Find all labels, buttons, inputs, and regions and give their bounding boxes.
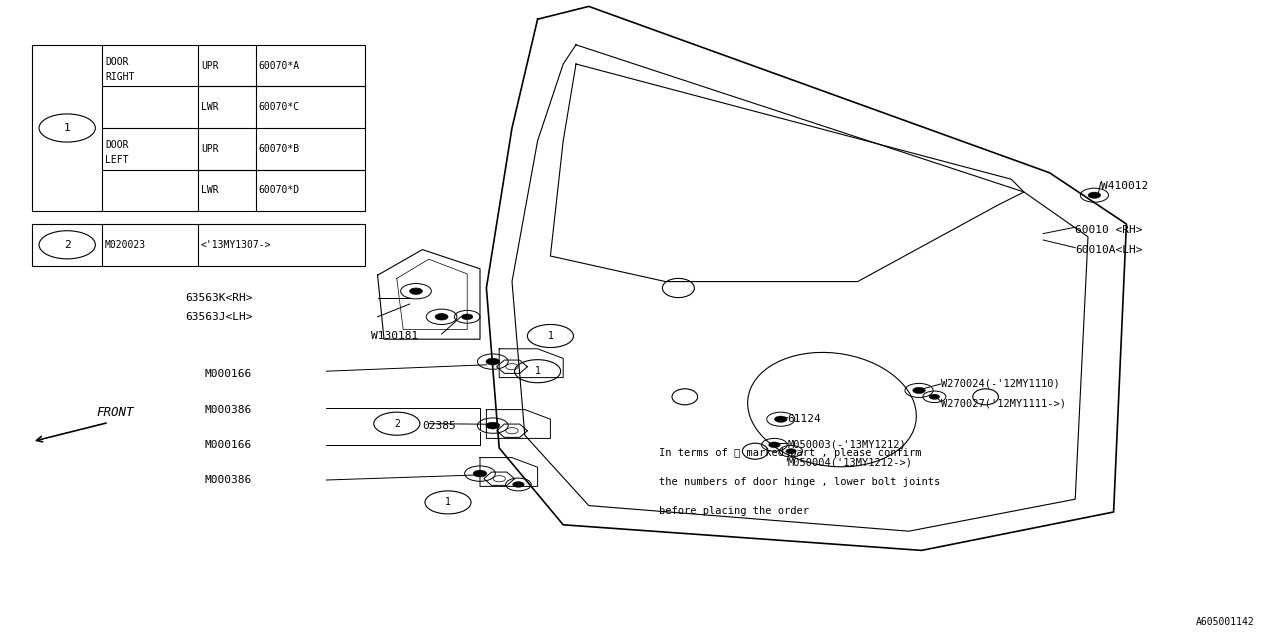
Circle shape bbox=[768, 442, 781, 448]
Text: 63563K<RH>: 63563K<RH> bbox=[186, 292, 253, 303]
Text: 1: 1 bbox=[64, 123, 70, 133]
Text: W410012: W410012 bbox=[1101, 180, 1148, 191]
Text: In terms of ※ marked part , please confirm: In terms of ※ marked part , please confi… bbox=[659, 448, 922, 458]
Text: M000166: M000166 bbox=[205, 440, 252, 450]
Text: 1: 1 bbox=[535, 366, 540, 376]
Text: DOOR: DOOR bbox=[105, 141, 128, 150]
Text: M000386: M000386 bbox=[205, 404, 252, 415]
Text: 2: 2 bbox=[64, 240, 70, 250]
Circle shape bbox=[486, 422, 499, 429]
Circle shape bbox=[786, 449, 796, 454]
Text: LWR: LWR bbox=[201, 102, 219, 112]
Text: M050004('13MY1212->): M050004('13MY1212->) bbox=[787, 457, 913, 467]
Circle shape bbox=[929, 394, 940, 399]
Circle shape bbox=[486, 358, 499, 365]
Text: 1: 1 bbox=[445, 497, 451, 508]
Text: 60070*D: 60070*D bbox=[259, 186, 300, 195]
Text: LWR: LWR bbox=[201, 186, 219, 195]
Text: 60070*A: 60070*A bbox=[259, 61, 300, 70]
Circle shape bbox=[435, 314, 448, 320]
Text: 60070*B: 60070*B bbox=[259, 144, 300, 154]
Bar bbox=[32, 45, 365, 211]
Circle shape bbox=[410, 288, 422, 294]
Circle shape bbox=[513, 482, 525, 488]
Circle shape bbox=[774, 416, 787, 422]
Text: DOOR: DOOR bbox=[105, 58, 128, 67]
Text: FRONT: FRONT bbox=[96, 406, 133, 419]
Text: M050003(-'13MY1212): M050003(-'13MY1212) bbox=[787, 440, 906, 450]
Text: 02385: 02385 bbox=[422, 420, 456, 431]
Text: UPR: UPR bbox=[201, 61, 219, 70]
Text: 2: 2 bbox=[394, 419, 399, 429]
Text: before placing the order: before placing the order bbox=[659, 506, 809, 516]
Circle shape bbox=[913, 387, 925, 394]
Circle shape bbox=[474, 470, 486, 477]
Text: 60010 <RH>: 60010 <RH> bbox=[1075, 225, 1143, 236]
Bar bbox=[32, 224, 365, 266]
Text: the numbers of door hinge , lower bolt joints: the numbers of door hinge , lower bolt j… bbox=[659, 477, 941, 487]
Text: RIGHT: RIGHT bbox=[105, 72, 134, 82]
Text: M020023: M020023 bbox=[105, 240, 146, 250]
Text: W270027('12MY1111->): W270027('12MY1111->) bbox=[941, 398, 1066, 408]
Text: W130181: W130181 bbox=[371, 331, 419, 341]
Text: M000166: M000166 bbox=[205, 369, 252, 380]
Text: M000386: M000386 bbox=[205, 475, 252, 485]
Text: 60010A<LH>: 60010A<LH> bbox=[1075, 244, 1143, 255]
Text: 1: 1 bbox=[548, 331, 553, 341]
Text: A605001142: A605001142 bbox=[1196, 617, 1254, 627]
Text: LEFT: LEFT bbox=[105, 155, 128, 165]
Text: 61124: 61124 bbox=[787, 414, 820, 424]
Text: 60070*C: 60070*C bbox=[259, 102, 300, 112]
Text: W270024(-'12MY1110): W270024(-'12MY1110) bbox=[941, 379, 1060, 389]
Text: UPR: UPR bbox=[201, 144, 219, 154]
Text: <'13MY1307->: <'13MY1307-> bbox=[201, 240, 271, 250]
Text: 63563J<LH>: 63563J<LH> bbox=[186, 312, 253, 322]
Circle shape bbox=[462, 314, 474, 320]
Circle shape bbox=[1088, 192, 1101, 198]
